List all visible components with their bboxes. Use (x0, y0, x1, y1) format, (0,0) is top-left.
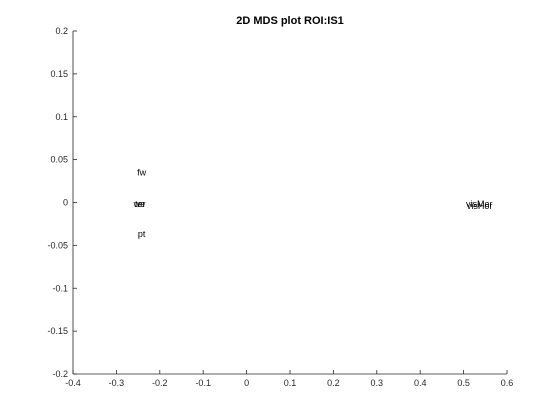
chart-title: 2D MDS plot ROI:IS1 (236, 15, 344, 27)
y-tick-label: 0.05 (50, 155, 68, 165)
point-label-pt: pt (138, 229, 146, 239)
x-tick-label: 0.1 (284, 378, 297, 388)
x-tick-label: -0.3 (109, 378, 125, 388)
point-label-ter: ter (135, 199, 146, 209)
x-tick-label: 0 (244, 378, 249, 388)
x-tick-label: 0.4 (414, 378, 427, 388)
point-label-fw: fw (137, 167, 147, 177)
x-tick-label: -0.2 (152, 378, 168, 388)
x-tick-label: 0.6 (501, 378, 514, 388)
point-label-we: we (133, 199, 146, 209)
point-label-visMer: visMer (466, 199, 493, 209)
y-tick-label: -0.05 (47, 240, 68, 250)
x-tick-label: -0.4 (65, 378, 81, 388)
y-tick-label: 0.1 (55, 112, 68, 122)
y-tick-label: -0.1 (52, 283, 68, 293)
y-tick-label: -0.15 (47, 326, 68, 336)
y-axis-ticks: -0.2 -0.15 -0.1 -0.05 0 0.05 0.1 0.15 0.2 (47, 26, 77, 379)
y-tick-label: -0.2 (52, 369, 68, 379)
y-tick-label: 0 (63, 198, 68, 208)
x-axis-ticks: -0.4 -0.3 -0.2 -0.1 0 0.1 0.2 0.3 0.4 0.5 0.6 (65, 370, 513, 388)
point-label-visHor: visHor (467, 201, 493, 211)
y-tick-label: 0.15 (50, 69, 68, 79)
x-tick-label: 0.3 (371, 378, 384, 388)
x-tick-label: 0.5 (457, 378, 470, 388)
x-tick-label: 0.2 (327, 378, 340, 388)
y-tick-label: 0.2 (55, 26, 68, 36)
x-tick-label: -0.1 (195, 378, 211, 388)
